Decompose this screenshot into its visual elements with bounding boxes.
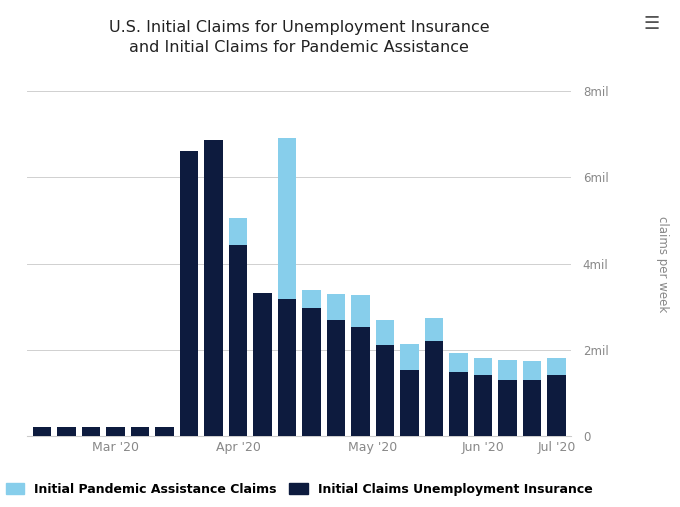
Bar	[277, 137, 296, 299]
Bar	[547, 375, 566, 436]
Text: claims per week: claims per week	[656, 215, 670, 312]
Bar	[376, 345, 394, 436]
Bar	[327, 320, 345, 436]
Bar	[352, 328, 370, 436]
Bar	[523, 380, 541, 436]
Bar	[327, 294, 345, 320]
Bar	[449, 372, 468, 436]
Bar	[57, 427, 75, 436]
Bar	[131, 427, 149, 436]
Bar	[547, 357, 566, 375]
Bar	[180, 151, 198, 436]
Bar	[425, 317, 443, 341]
Bar	[523, 360, 541, 380]
Bar	[474, 358, 492, 375]
Bar	[155, 427, 173, 436]
Bar	[228, 218, 247, 244]
Bar	[106, 427, 124, 436]
Bar	[425, 341, 443, 436]
Bar	[352, 295, 370, 328]
Bar	[498, 380, 517, 436]
Text: U.S. Initial Claims for Unemployment Insurance
and Initial Claims for Pandemic A: U.S. Initial Claims for Unemployment Ins…	[109, 20, 490, 55]
Bar	[204, 140, 222, 436]
Bar	[474, 375, 492, 436]
Bar	[401, 344, 419, 370]
Bar	[303, 308, 321, 436]
Bar	[376, 319, 394, 345]
Bar	[498, 360, 517, 380]
Bar	[82, 427, 100, 436]
Legend: Initial Pandemic Assistance Claims, Initial Claims Unemployment Insurance: Initial Pandemic Assistance Claims, Init…	[5, 483, 593, 496]
Bar	[253, 294, 271, 436]
Bar	[277, 299, 296, 436]
Bar	[401, 370, 419, 436]
Bar	[303, 291, 321, 308]
Bar	[228, 244, 247, 436]
Bar	[33, 427, 51, 436]
Text: ☰: ☰	[643, 15, 660, 33]
Bar	[449, 353, 468, 372]
